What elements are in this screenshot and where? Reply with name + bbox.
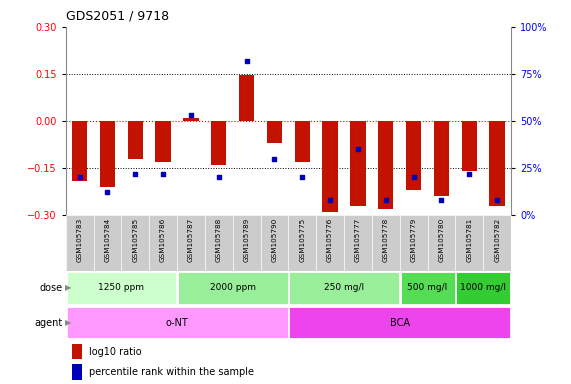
Bar [456,273,510,303]
Bar [434,121,449,196]
Point [242,58,251,64]
Bar [100,121,115,187]
Text: GSM105776: GSM105776 [327,218,333,262]
Bar [344,215,372,271]
Text: ▶: ▶ [65,283,71,293]
Text: GSM105781: GSM105781 [467,218,472,262]
Bar [406,121,421,190]
Bar [66,273,176,303]
Bar [289,307,510,338]
Bar [288,215,316,271]
Bar [456,215,483,271]
Bar [177,215,205,271]
Text: percentile rank within the sample: percentile rank within the sample [89,367,254,377]
Bar [378,121,393,209]
Bar [323,121,338,212]
Bar [205,215,233,271]
Text: GSM105790: GSM105790 [271,218,278,262]
Bar [122,215,149,271]
Text: GSM105783: GSM105783 [77,218,83,262]
Bar [127,121,143,159]
Text: ▶: ▶ [65,318,71,327]
Text: GSM105787: GSM105787 [188,218,194,262]
Text: GSM105778: GSM105778 [383,218,389,262]
Point [353,146,363,152]
Text: BCA: BCA [389,318,410,328]
Text: 1250 ppm: 1250 ppm [98,283,144,293]
Point [325,197,335,203]
Text: GSM105788: GSM105788 [216,218,222,262]
Bar [73,344,82,359]
Text: log10 ratio: log10 ratio [89,347,142,357]
Text: GDS2051 / 9718: GDS2051 / 9718 [66,9,169,22]
Text: agent: agent [35,318,63,328]
Bar [400,215,428,271]
Bar [289,273,399,303]
Point [75,174,84,180]
Text: dose: dose [40,283,63,293]
Text: GSM105780: GSM105780 [439,218,444,262]
Bar [66,215,94,271]
Point [214,174,223,180]
Bar [66,307,288,338]
Text: GSM105779: GSM105779 [411,218,417,262]
Bar [316,215,344,271]
Text: GSM105785: GSM105785 [132,218,138,262]
Text: o-NT: o-NT [166,318,188,328]
Bar [350,121,365,206]
Point [297,174,307,180]
Point [409,174,418,180]
Bar [483,215,511,271]
Point [103,189,112,195]
Point [381,197,391,203]
Bar [372,215,400,271]
Bar [155,121,171,162]
Text: 1000 mg/l: 1000 mg/l [460,283,506,293]
Text: GSM105775: GSM105775 [299,218,305,262]
Bar [211,121,227,165]
Bar [149,215,177,271]
Bar [489,121,505,206]
Bar [295,121,310,162]
Bar [178,273,288,303]
Bar [400,273,455,303]
Point [465,170,474,177]
Text: GSM105786: GSM105786 [160,218,166,262]
Bar [183,118,199,121]
Bar [94,215,122,271]
Bar [260,215,288,271]
Bar [461,121,477,171]
Bar [73,364,82,379]
Point [493,197,502,203]
Text: GSM105784: GSM105784 [104,218,110,262]
Point [159,170,168,177]
Point [437,197,446,203]
Text: 500 mg/l: 500 mg/l [408,283,448,293]
Bar [72,121,87,180]
Point [131,170,140,177]
Bar [267,121,282,143]
Point [186,112,195,118]
Bar [428,215,456,271]
Text: 2000 ppm: 2000 ppm [210,283,256,293]
Bar [233,215,260,271]
Text: GSM105789: GSM105789 [244,218,250,262]
Text: GSM105782: GSM105782 [494,218,500,262]
Point [270,156,279,162]
Text: GSM105777: GSM105777 [355,218,361,262]
Bar [239,76,254,121]
Text: 250 mg/l: 250 mg/l [324,283,364,293]
